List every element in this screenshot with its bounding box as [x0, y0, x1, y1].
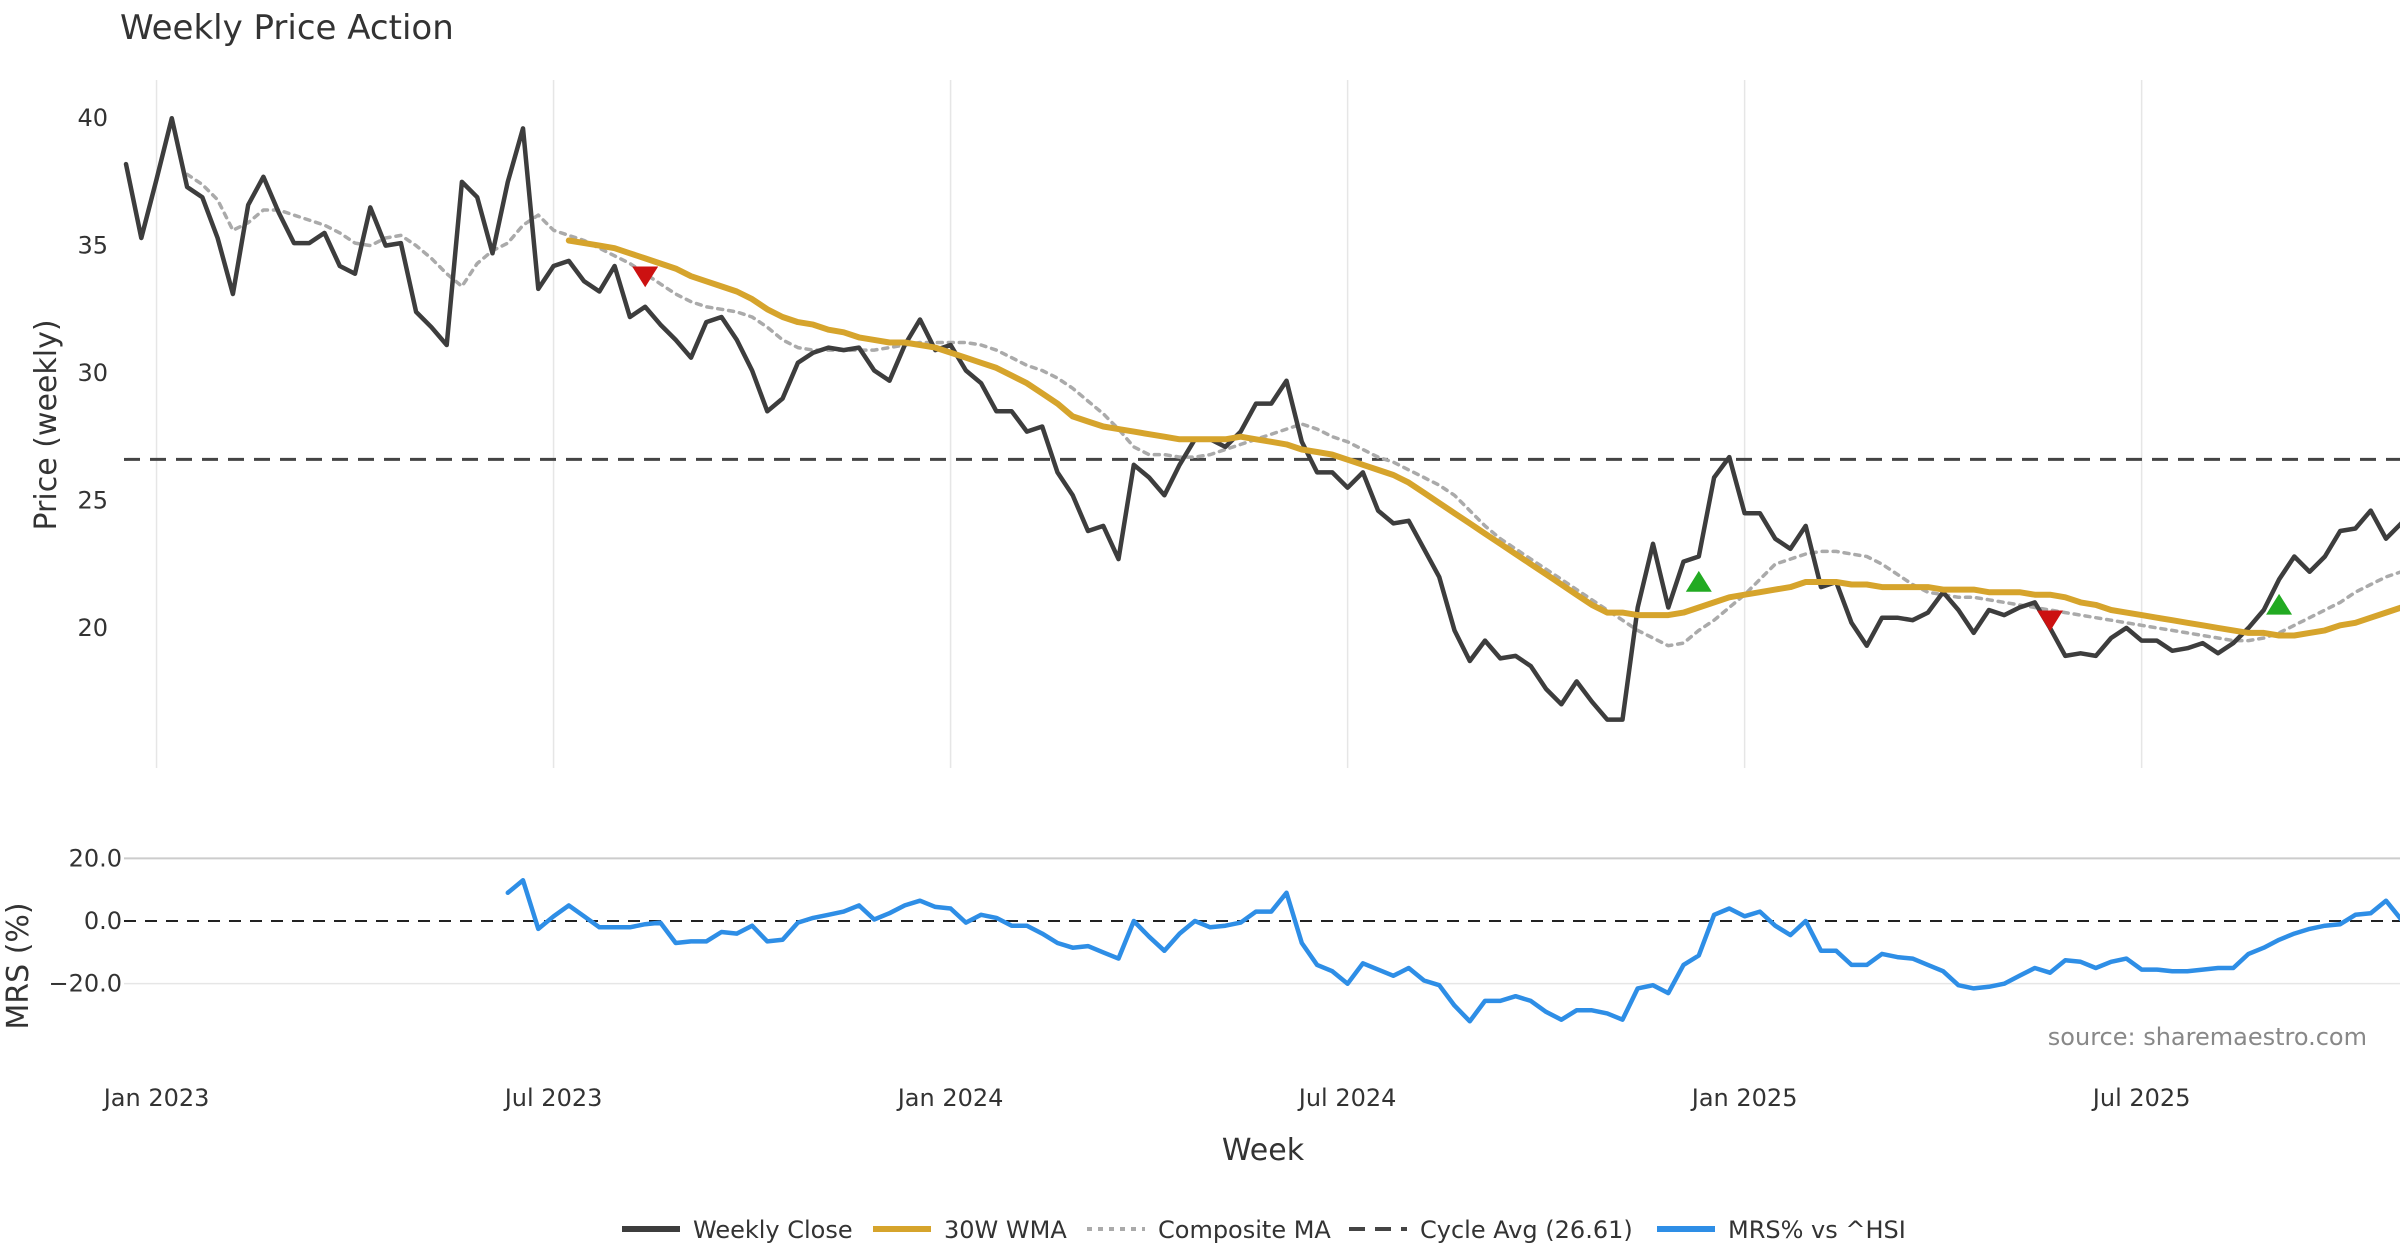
- price-series-group: [123, 115, 2400, 722]
- price-y-tick-label: 30: [77, 359, 108, 387]
- signal-markers: [632, 266, 2293, 632]
- price-y-tick-label: 40: [77, 104, 108, 132]
- x-tick-label: Jan 2023: [102, 1084, 210, 1112]
- legend-label: 30W WMA: [944, 1216, 1067, 1244]
- price-y-tick-label: 35: [77, 232, 108, 260]
- x-tick-labels: Jan 2023 Jul 2023 Jan 2024 Jul 2024 Jan 2025…: [102, 1084, 2191, 1112]
- price-y-axis-label: Price (weekly): [29, 319, 64, 530]
- mrs-y-axis-label: MRS (%): [1, 902, 36, 1029]
- mrs-y-tick-label: −20.0: [48, 970, 122, 998]
- price-gridlines: [155, 80, 2143, 768]
- buy-signal-marker: [2266, 593, 2293, 615]
- buy-signal-marker: [1685, 570, 1712, 592]
- mrs-y-tick-label: 0.0: [84, 907, 122, 935]
- mrs-y-tick-label: 20.0: [69, 844, 122, 872]
- series-30w-wma: [565, 237, 2400, 639]
- x-tick-label: Jul 2024: [1297, 1084, 1397, 1112]
- mrs-series-group: [505, 878, 2400, 1024]
- legend-label: Composite MA: [1158, 1216, 1331, 1244]
- legend: Weekly Close 30W WMA Composite MA Cycle Avg…: [622, 1216, 1906, 1244]
- series-mrs-vs-hsi: [505, 878, 2400, 1024]
- chart-title: Weekly Price Action: [120, 8, 454, 48]
- sell-signal-marker: [2037, 610, 2064, 632]
- sell-signal-marker: [632, 266, 659, 288]
- mrs-y-ticks: 20.0 0.0 −20.0: [48, 844, 122, 997]
- x-tick-label: Jul 2023: [503, 1084, 603, 1112]
- price-y-tick-label: 25: [77, 486, 108, 514]
- x-tick-label: Jul 2025: [2091, 1084, 2191, 1112]
- source-note: source: sharemaestro.com: [2048, 1023, 2367, 1051]
- series-composite-ma: [185, 172, 2400, 648]
- price-y-tick-label: 20: [77, 614, 108, 642]
- x-tick-label: Jan 2024: [896, 1084, 1004, 1112]
- legend-label: Weekly Close: [693, 1216, 853, 1244]
- x-tick-label: Jan 2025: [1690, 1084, 1798, 1112]
- legend-label: MRS% vs ^HSI: [1728, 1216, 1906, 1244]
- legend-label: Cycle Avg (26.61): [1420, 1216, 1633, 1244]
- series-weekly-close: [123, 115, 2400, 722]
- x-axis-label: Week: [1222, 1133, 1305, 1168]
- price-y-ticks: 20 25 30 35 40: [77, 104, 108, 642]
